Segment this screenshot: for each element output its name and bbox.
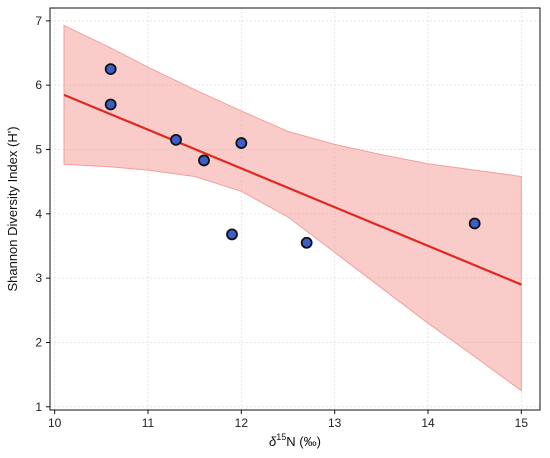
y-tick-label: 6: [35, 78, 42, 92]
x-tick-label: 13: [328, 416, 342, 430]
data-point: [104, 98, 117, 111]
x-tick-label: 11: [142, 416, 155, 430]
data-point: [104, 63, 117, 76]
x-axis-label-suffix: N (‰): [286, 434, 321, 449]
data-point: [300, 236, 313, 249]
confidence-band: [63, 24, 522, 392]
plot-frame: [49, 7, 541, 411]
x-tick-label: 10: [48, 416, 62, 430]
data-point: [468, 217, 481, 230]
data-point: [170, 133, 182, 146]
y-tick-label: 2: [35, 335, 42, 349]
y-tick-label: 4: [35, 207, 42, 221]
regression-line: [63, 93, 522, 286]
x-axis-label-prefix: δ: [269, 434, 277, 449]
data-points: [104, 63, 481, 249]
data-point: [235, 137, 248, 149]
data-point: [198, 154, 210, 167]
x-axis-label-superscript: 15: [276, 432, 286, 442]
y-tick-label: 5: [35, 143, 42, 157]
y-tick-label: 7: [35, 14, 42, 28]
y-axis-label: Shannon Diversity Index (H'): [5, 126, 20, 291]
data-point: [226, 228, 238, 241]
x-tick-label: 14: [421, 416, 435, 430]
x-tick-label: 12: [235, 416, 249, 430]
y-tick-label: 3: [35, 271, 42, 285]
x-tick-label: 15: [515, 416, 529, 430]
y-tick-label: 1: [35, 400, 42, 414]
x-axis-label: δ15N (‰): [269, 432, 321, 449]
